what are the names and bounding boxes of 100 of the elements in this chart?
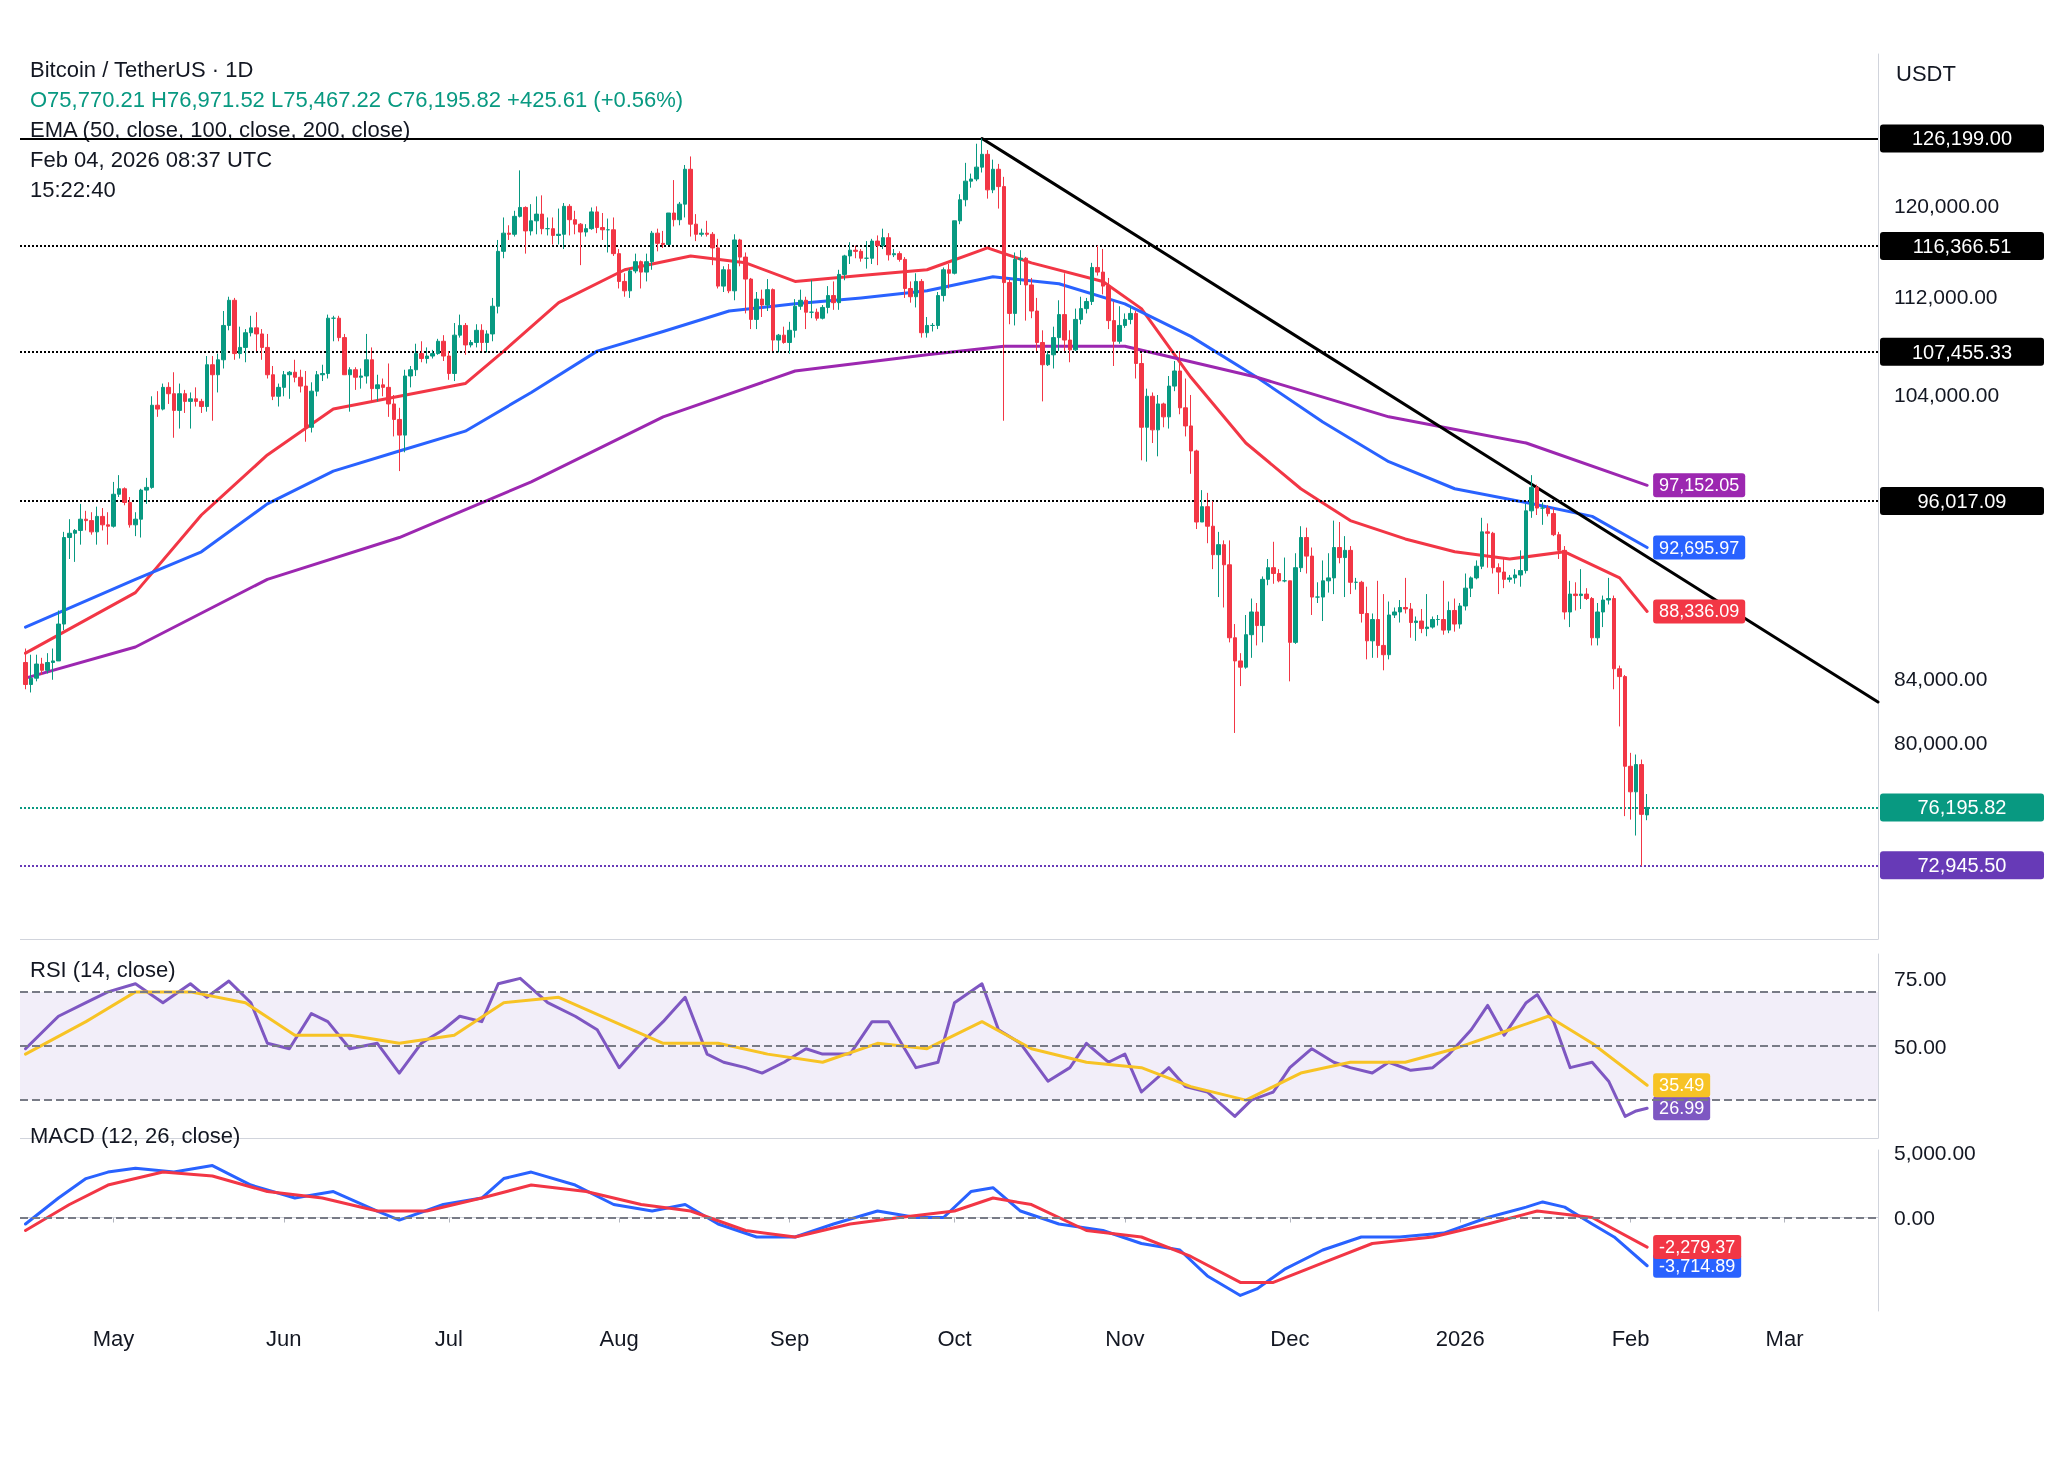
candlestick xyxy=(1535,484,1539,516)
ref-line-label: 126,199.00 xyxy=(1911,127,2013,150)
x-tick-label: 2026 xyxy=(1435,1325,1485,1351)
ref-line-label: 116,366.51 xyxy=(1912,235,2012,258)
candlestick xyxy=(985,149,990,200)
candlestick xyxy=(1156,394,1160,457)
x-tick-label: Aug xyxy=(599,1325,639,1351)
data-label: -3,714.89 xyxy=(1659,1255,1736,1276)
candlestick xyxy=(1452,598,1457,633)
candlestick xyxy=(480,323,484,352)
candlestick xyxy=(205,355,209,413)
candlestick xyxy=(348,366,352,413)
candlestick xyxy=(881,228,885,250)
y-tick-label: 50.00 xyxy=(1894,1034,1947,1058)
candlestick xyxy=(639,260,643,289)
candlestick xyxy=(1579,568,1583,610)
data-label: -2,279.37 xyxy=(1659,1237,1736,1258)
data-label: 35.49 xyxy=(1659,1075,1705,1096)
candlestick xyxy=(523,205,528,255)
candlestick xyxy=(1161,402,1166,428)
x-tick-label: Mar xyxy=(1765,1325,1804,1351)
text: O75,770.21 H76,971.52 L75,467.22 C76,195.82 +425.61 (+0.56%) xyxy=(30,86,684,112)
x-tick-label: Sep xyxy=(770,1325,810,1351)
candlestick xyxy=(1419,608,1424,634)
candlestick xyxy=(947,263,951,289)
y-tick-label: 0.00 xyxy=(1894,1206,1935,1230)
candlestick xyxy=(1200,489,1204,523)
candlestick xyxy=(1337,521,1342,564)
candlestick xyxy=(919,278,924,339)
y-axis-title: USDT xyxy=(1896,60,1956,86)
candlestick xyxy=(210,355,215,422)
candlestick xyxy=(1540,502,1545,526)
candlestick xyxy=(672,179,676,227)
data-label: 97,152.05 xyxy=(1659,475,1740,496)
candlestick xyxy=(666,212,671,245)
candlestick xyxy=(419,340,424,363)
candlestick xyxy=(1447,601,1451,634)
candlestick xyxy=(1282,557,1287,583)
candlestick xyxy=(161,383,165,411)
candlestick xyxy=(370,346,374,404)
candlestick xyxy=(95,506,99,546)
candlestick xyxy=(831,280,836,311)
candlestick xyxy=(1343,535,1347,598)
candlestick xyxy=(188,391,193,430)
x-tick-label: Jul xyxy=(434,1325,463,1351)
candlestick xyxy=(760,289,764,318)
candlestick xyxy=(606,218,610,253)
x-tick-label: May xyxy=(92,1325,135,1351)
candlestick xyxy=(1145,388,1149,463)
chart-title: RSI (14, close) xyxy=(30,956,176,982)
candlestick xyxy=(1348,545,1353,595)
y-tick-label: 84,000.00 xyxy=(1894,666,1988,690)
candlestick xyxy=(721,265,726,293)
candlestick xyxy=(463,322,468,356)
candlestick xyxy=(507,224,511,241)
x-tick-label: Oct xyxy=(937,1325,972,1351)
candlestick xyxy=(782,326,786,345)
chart-title: MACD (12, 26, close) xyxy=(30,1122,241,1148)
x-tick-label: Jun xyxy=(266,1325,302,1351)
annotation: Feb 04, 2026 08:37 UTC xyxy=(30,146,273,172)
candlestick xyxy=(727,263,731,294)
candlestick xyxy=(991,159,995,194)
candlestick xyxy=(1441,580,1446,636)
candlestick xyxy=(545,216,550,236)
candlestick xyxy=(331,315,336,342)
y-tick-label: 5,000.00 xyxy=(1894,1141,1976,1165)
candlestick xyxy=(699,228,704,238)
candlestick xyxy=(804,296,808,330)
x-tick-label: Feb xyxy=(1611,1325,1650,1351)
candlestick xyxy=(925,316,929,339)
ref-line-label: 72,945.50 xyxy=(1917,854,2007,877)
candlestick xyxy=(40,657,44,676)
candlestick xyxy=(1370,612,1375,659)
candlestick xyxy=(809,279,814,319)
data-label: 88,336.09 xyxy=(1659,601,1740,622)
candlestick xyxy=(1150,391,1155,444)
data-label: 26.99 xyxy=(1659,1098,1705,1119)
candlestick xyxy=(1639,759,1644,867)
candlestick xyxy=(914,272,918,308)
candlestick xyxy=(732,233,737,301)
candlestick xyxy=(551,216,555,245)
candlestick xyxy=(754,291,759,330)
y-tick-label: 80,000.00 xyxy=(1894,731,1988,755)
candlestick xyxy=(1573,581,1578,611)
ref-line-label: 107,455.33 xyxy=(1911,340,2013,363)
candlestick xyxy=(540,194,544,235)
candlestick xyxy=(232,297,237,361)
candlestick xyxy=(1568,580,1572,628)
annotation: EMA (50, close, 100, close, 200, close) xyxy=(30,116,411,142)
y-tick-label: 120,000.00 xyxy=(1894,193,2000,217)
annotation: 15:22:40 xyxy=(30,176,116,202)
candlestick xyxy=(892,248,896,258)
candlestick xyxy=(1255,602,1259,646)
candlestick xyxy=(815,308,819,322)
candlestick xyxy=(875,234,880,266)
candlestick xyxy=(1414,615,1418,642)
candlestick xyxy=(765,278,770,312)
y-tick-label: 75.00 xyxy=(1894,966,1947,990)
ref-line-label: 96,017.09 xyxy=(1917,489,2007,512)
candlestick xyxy=(177,383,182,430)
